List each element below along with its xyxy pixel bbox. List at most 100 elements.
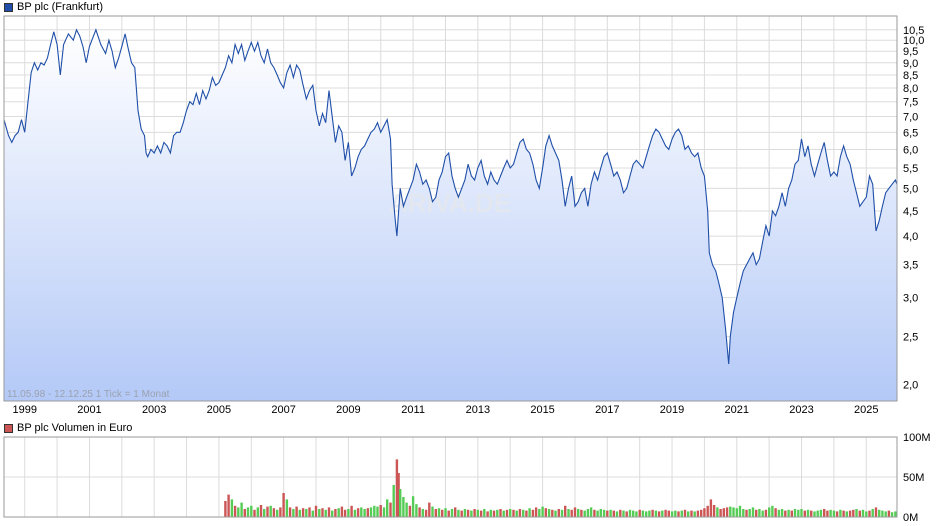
volume-bar	[376, 506, 379, 517]
volume-panel: 0M 50M 100M	[3, 432, 931, 524]
volume-bar	[402, 497, 405, 517]
volume-bar	[466, 509, 470, 517]
volume-y-tick-label: 100M	[903, 432, 931, 444]
volume-bar	[337, 508, 340, 517]
volume-bar	[871, 509, 874, 517]
volume-bar	[567, 509, 570, 517]
volume-bar	[738, 505, 742, 517]
volume-bar	[784, 510, 787, 517]
x-tick-label: 2023	[789, 404, 813, 416]
volume-bar	[868, 510, 871, 517]
volume-bar	[855, 509, 858, 517]
volume-bar	[379, 505, 382, 517]
volume-bar	[373, 505, 376, 517]
volume-bar	[428, 502, 431, 517]
volume-bar	[538, 509, 541, 517]
x-tick-label: 2019	[660, 404, 684, 416]
price-legend-swatch	[4, 2, 13, 12]
volume-bar	[774, 508, 777, 517]
volume-bar	[852, 509, 855, 517]
volume-bar	[586, 509, 590, 517]
volume-bar	[881, 510, 884, 517]
volume-bar	[758, 509, 761, 517]
volume-bar	[596, 510, 599, 517]
volume-bar	[745, 509, 748, 517]
volume-bar	[680, 510, 683, 517]
volume-bar	[276, 509, 279, 517]
volume-bar	[829, 509, 832, 517]
volume-bar	[397, 473, 400, 517]
volume-bar	[755, 509, 758, 517]
volume-bar	[764, 509, 768, 517]
volume-bar	[233, 505, 237, 517]
price-y-tick-label: 4,5	[903, 206, 918, 218]
x-tick-label: 2013	[466, 404, 490, 416]
volume-bar	[693, 511, 696, 517]
volume-bar	[324, 509, 327, 517]
volume-legend-swatch	[4, 423, 13, 433]
x-tick-label: 2009	[336, 404, 360, 416]
volume-bar	[677, 511, 680, 517]
volume-bar	[826, 510, 829, 517]
volume-bar	[331, 510, 334, 517]
volume-bar	[509, 509, 512, 517]
volume-bar	[657, 511, 661, 517]
volume-bar	[593, 509, 596, 517]
price-legend: BP plc (Frankfurt)	[4, 0, 103, 14]
volume-bar	[768, 507, 771, 517]
volume-bar	[751, 507, 755, 517]
volume-bar	[564, 505, 567, 517]
x-tick-label: 2015	[530, 404, 554, 416]
volume-bar	[405, 502, 408, 517]
volume-bar	[434, 509, 437, 517]
volume-bar	[845, 511, 848, 517]
volume-bar	[706, 505, 709, 517]
volume-bar	[580, 509, 583, 517]
x-axis: 1999 2001 2003 2005 2007 2009 2011 2013 2015 2017…	[12, 404, 878, 416]
volume-bar	[272, 508, 276, 517]
volume-bar	[240, 502, 243, 517]
x-tick-label: 2003	[142, 404, 166, 416]
volume-bar	[703, 508, 706, 517]
volume-bar	[861, 509, 865, 517]
volume-bar	[842, 510, 845, 517]
volume-bar	[408, 505, 412, 517]
volume-bar	[479, 510, 483, 517]
volume-bar	[518, 509, 522, 517]
volume-bar	[243, 509, 246, 517]
volume-bar	[347, 509, 350, 517]
volume-bar	[654, 510, 658, 517]
volume-bar	[547, 509, 551, 517]
volume-bar	[725, 507, 729, 517]
volume-bar	[761, 510, 764, 517]
volume-legend-label: BP plc Volumen in Euro	[17, 422, 133, 434]
volume-bar	[418, 507, 421, 517]
volume-bar	[515, 510, 518, 517]
volume-bar	[363, 509, 366, 517]
volume-bar	[816, 510, 819, 517]
volume-bar	[279, 507, 282, 517]
volume-bar	[486, 511, 489, 517]
volume-bar	[489, 509, 492, 517]
volume-bar	[382, 507, 386, 517]
x-tick-label: 2021	[725, 404, 749, 416]
volume-bar	[625, 511, 628, 517]
volume-bar	[667, 510, 670, 517]
volume-bar	[609, 509, 612, 517]
volume-bar	[230, 499, 234, 517]
volume-bar	[683, 509, 687, 517]
price-area	[4, 29, 897, 402]
volume-bar	[716, 507, 719, 517]
volume-bar	[525, 510, 528, 517]
volume-bar	[282, 493, 285, 517]
volume-bar	[340, 506, 344, 517]
price-y-tick-label: 10,0	[903, 35, 924, 47]
x-tick-label: 2011	[401, 404, 425, 416]
price-y-tick-label: 8,0	[903, 83, 918, 95]
volume-bar	[392, 485, 395, 517]
volume-bar	[894, 511, 897, 517]
volume-bar	[512, 509, 515, 517]
volume-bar	[674, 510, 677, 517]
volume-bar	[389, 502, 392, 517]
price-y-tick-label: 7,5	[903, 97, 918, 109]
